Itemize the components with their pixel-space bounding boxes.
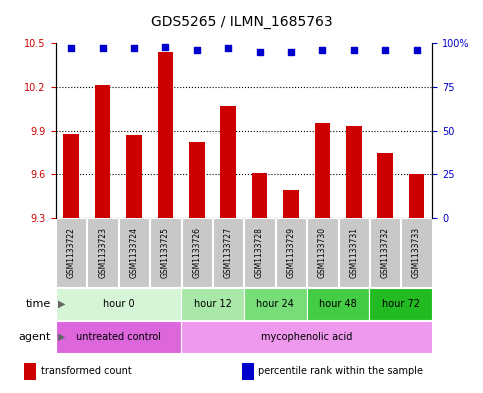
- Bar: [63, 134, 79, 218]
- Point: [130, 45, 138, 51]
- Bar: [56, 321, 181, 353]
- Text: GSM1133725: GSM1133725: [161, 227, 170, 278]
- Text: hour 24: hour 24: [256, 299, 294, 309]
- Bar: [181, 288, 244, 320]
- Bar: [119, 218, 149, 287]
- Text: hour 72: hour 72: [382, 299, 420, 309]
- Text: time: time: [26, 299, 51, 309]
- Text: transformed count: transformed count: [41, 366, 132, 376]
- Bar: [377, 152, 393, 218]
- Text: GDS5265 / ILMN_1685763: GDS5265 / ILMN_1685763: [151, 15, 332, 29]
- Bar: [401, 218, 432, 287]
- Text: GSM1133733: GSM1133733: [412, 227, 421, 278]
- Bar: [370, 218, 400, 287]
- Bar: [283, 191, 299, 218]
- Bar: [339, 218, 369, 287]
- Text: ▶: ▶: [58, 299, 66, 309]
- Point: [256, 49, 264, 55]
- Bar: [150, 218, 181, 287]
- Text: percentile rank within the sample: percentile rank within the sample: [258, 366, 424, 376]
- Text: GSM1133727: GSM1133727: [224, 227, 233, 278]
- Bar: [307, 218, 338, 287]
- Bar: [213, 218, 243, 287]
- Text: GSM1133732: GSM1133732: [381, 227, 390, 278]
- Point: [319, 47, 327, 53]
- Bar: [95, 86, 111, 218]
- Bar: [126, 135, 142, 218]
- Bar: [157, 52, 173, 218]
- Bar: [181, 321, 432, 353]
- Text: hour 48: hour 48: [319, 299, 357, 309]
- Text: mycophenolic acid: mycophenolic acid: [261, 332, 353, 342]
- Text: hour 0: hour 0: [102, 299, 134, 309]
- Text: GSM1133726: GSM1133726: [192, 227, 201, 278]
- Point: [99, 45, 107, 51]
- Bar: [242, 362, 254, 380]
- Bar: [409, 174, 425, 218]
- Point: [68, 45, 75, 51]
- Bar: [182, 218, 212, 287]
- Bar: [369, 288, 432, 320]
- Bar: [87, 218, 118, 287]
- Bar: [276, 218, 306, 287]
- Point: [161, 44, 170, 50]
- Bar: [56, 218, 86, 287]
- Text: hour 12: hour 12: [194, 299, 231, 309]
- Point: [224, 45, 232, 51]
- Point: [412, 47, 420, 53]
- Point: [382, 47, 389, 53]
- Point: [287, 49, 295, 55]
- Text: GSM1133722: GSM1133722: [67, 227, 76, 278]
- Text: GSM1133729: GSM1133729: [286, 227, 296, 278]
- Bar: [307, 288, 369, 320]
- Point: [193, 47, 201, 53]
- Text: GSM1133731: GSM1133731: [349, 227, 358, 278]
- Text: ▶: ▶: [58, 332, 66, 342]
- Bar: [252, 173, 268, 218]
- Text: GSM1133728: GSM1133728: [255, 227, 264, 278]
- Text: GSM1133730: GSM1133730: [318, 227, 327, 278]
- Bar: [346, 126, 362, 218]
- Text: GSM1133723: GSM1133723: [98, 227, 107, 278]
- Point: [350, 47, 357, 53]
- Bar: [314, 123, 330, 218]
- Bar: [56, 288, 181, 320]
- Bar: [220, 106, 236, 218]
- Text: untreated control: untreated control: [76, 332, 161, 342]
- Bar: [24, 362, 36, 380]
- Bar: [189, 142, 205, 218]
- Text: agent: agent: [18, 332, 51, 342]
- Text: GSM1133724: GSM1133724: [129, 227, 139, 278]
- Bar: [244, 218, 275, 287]
- Bar: [244, 288, 307, 320]
